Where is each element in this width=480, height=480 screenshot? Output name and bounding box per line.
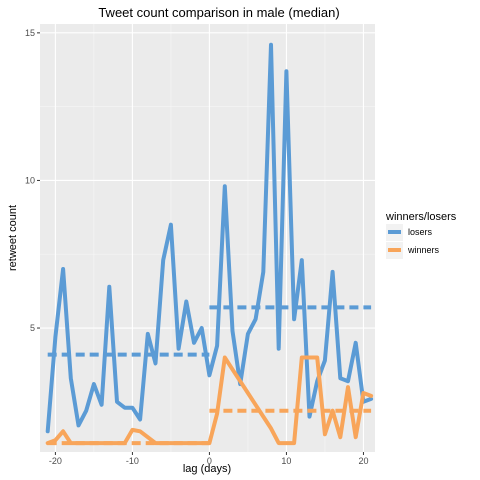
series-layer [45,42,374,446]
x-tick-label: -10 [126,456,139,466]
legend: winners/losers losers winners [385,211,457,259]
tick-labels: -20 -10 0 10 20 5 10 15 [25,28,368,466]
legend-label-losers: losers [408,227,433,237]
y-tick-label: 5 [30,323,35,333]
y-axis-title: retweet count [7,205,19,271]
x-axis-title: lag (days) [183,463,231,475]
legend-title: winners/losers [385,211,457,223]
series-losers-line [45,42,374,434]
x-tick-label: -20 [49,456,62,466]
legend-label-winners: winners [407,245,440,255]
x-tick-label: 10 [281,456,291,466]
y-tick-label: 15 [25,28,35,38]
x-tick-label: 20 [358,456,368,466]
x-tick-label: 0 [207,456,212,466]
grid [40,24,375,452]
chart-title: Tweet count comparison in male (median) [98,5,339,20]
y-tick-label: 10 [25,175,35,185]
